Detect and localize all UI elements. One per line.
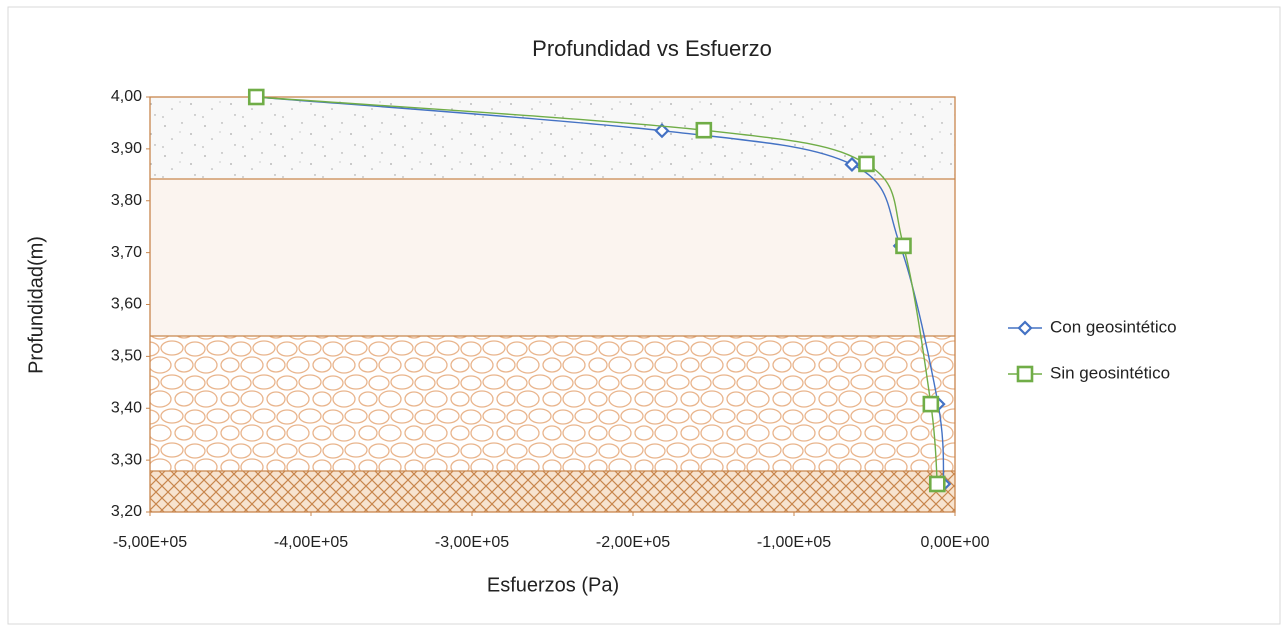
legend-label: Sin geosintético [1050, 363, 1170, 382]
data-point [247, 88, 265, 106]
data-point [928, 475, 946, 493]
x-tick-label: -3,00E+05 [435, 534, 509, 551]
y-tick-label: 3,40 [111, 399, 142, 416]
data-point [695, 121, 713, 139]
y-tick-label: 3,80 [111, 192, 142, 209]
y-tick-label: 4,00 [111, 88, 142, 105]
data-point [844, 156, 860, 172]
data-point [654, 123, 670, 139]
y-tick-label: 3,60 [111, 296, 142, 313]
y-tick-label: 3,50 [111, 348, 142, 365]
y-tick-label: 3,30 [111, 451, 142, 468]
x-tick-label: -5,00E+05 [113, 534, 187, 551]
x-tick-label: 0,00E+00 [921, 534, 990, 551]
y-tick-label: 3,70 [111, 244, 142, 261]
y-tick-label: 3,90 [111, 140, 142, 157]
legend-marker [1016, 365, 1034, 383]
y-axis-title: Profundidad(m) [25, 236, 47, 374]
legend-label: Con geosintético [1050, 317, 1177, 336]
data-point [858, 155, 875, 173]
data-point [895, 237, 912, 255]
soil-layers [149, 96, 956, 513]
x-tick-label: -2,00E+05 [596, 534, 670, 551]
x-tick-label: -4,00E+05 [274, 534, 348, 551]
x-tick-label: -1,00E+05 [757, 534, 831, 551]
y-tick-label: 3,20 [111, 503, 142, 520]
x-axis-title: Esfuerzos (Pa) [487, 574, 619, 596]
chart-title: Profundidad vs Esfuerzo [532, 36, 772, 61]
legend-marker [1017, 320, 1033, 336]
data-point [922, 395, 940, 413]
